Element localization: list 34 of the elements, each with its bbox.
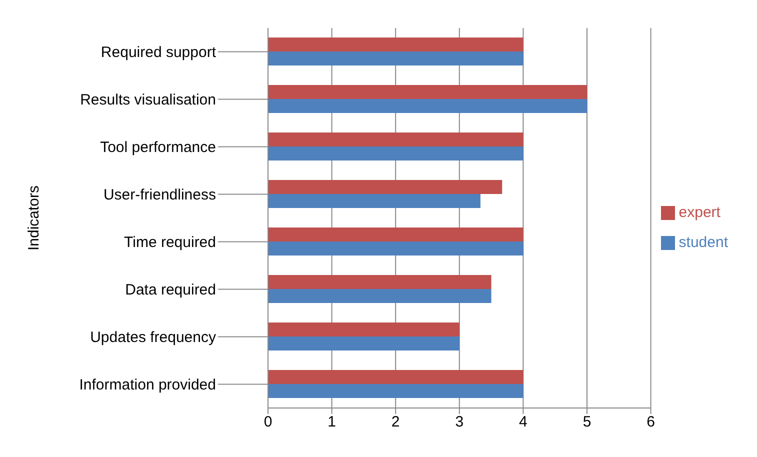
bar: [268, 146, 524, 160]
x-tick-label: 6: [646, 414, 655, 431]
y-tick-label: Time required: [124, 234, 216, 252]
y-axis-title: Indicators: [25, 185, 42, 251]
bar: [268, 180, 502, 194]
bar: [268, 52, 524, 66]
x-tick-label: 3: [455, 414, 464, 431]
bar: [268, 384, 524, 398]
bar: [268, 336, 460, 350]
y-tick-label: Tool performance: [100, 139, 216, 156]
y-tick-label: Data required: [125, 282, 216, 299]
legend-label: student: [678, 234, 728, 251]
y-tick-label: Updates frequency: [90, 329, 216, 346]
y-tick-label: User-friendliness: [103, 186, 216, 204]
bar: [268, 99, 587, 113]
bar: [268, 132, 524, 146]
bar: [268, 275, 492, 289]
x-tick-label: 2: [391, 414, 400, 431]
x-tick-label: 4: [519, 414, 528, 431]
bar: [268, 242, 524, 256]
bar: [268, 194, 480, 208]
y-tick-label: Information provided: [79, 376, 216, 394]
legend-label: expert: [678, 204, 720, 221]
bar: [268, 38, 524, 52]
x-tick-label: 0: [264, 414, 272, 431]
y-tick-label: Required support: [100, 44, 217, 62]
bar: [268, 322, 460, 336]
bar: [268, 85, 587, 99]
y-tick-label: Results visualisation: [80, 92, 216, 109]
bar: [268, 289, 492, 303]
bar: [268, 370, 524, 384]
x-tick-label: 5: [582, 414, 592, 431]
x-tick-label: 1: [328, 414, 336, 431]
bar: [268, 228, 524, 242]
